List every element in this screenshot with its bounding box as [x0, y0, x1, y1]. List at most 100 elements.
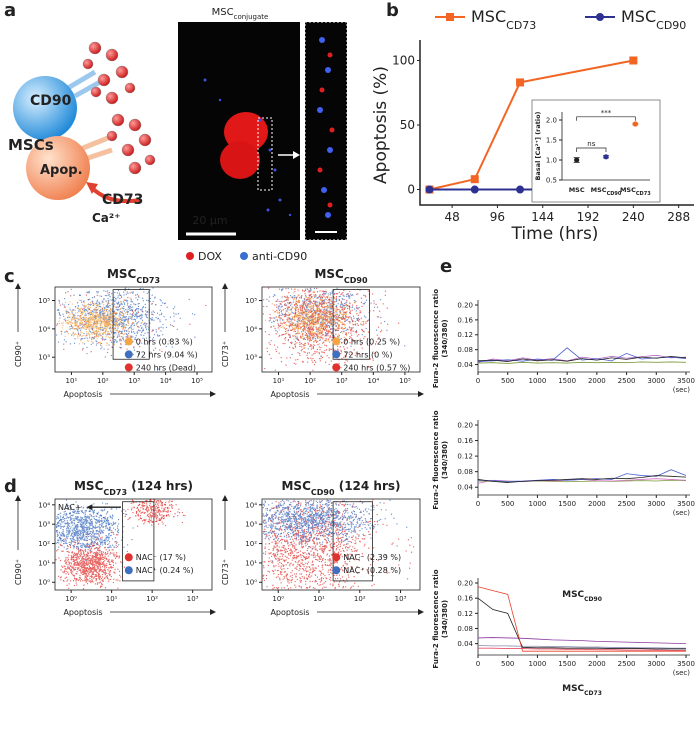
x-axis-label: (sec) [673, 509, 691, 517]
x-tick-label: 96 [490, 210, 505, 224]
point [632, 121, 638, 127]
y-tick-label: 0.16 [457, 437, 473, 445]
image-legend: anti-CD90 [252, 250, 307, 263]
legend-marker [596, 13, 604, 21]
legend-label-part: MSC [471, 7, 506, 26]
series-line [477, 586, 686, 652]
plot-title-part: MSC [107, 267, 137, 281]
x-tick-label: 1000 [529, 500, 547, 508]
y-tick-label: 0.20 [457, 421, 473, 429]
cell-label: Apop. [40, 163, 83, 178]
y-axis-label: Basal [Ca²⁺] (ratio) [534, 111, 542, 180]
y-tick-label: 10⁵ [245, 297, 257, 305]
y-axis-label: Fura-2 fluorescence ratio [432, 289, 440, 388]
cell-label: CD90 [30, 93, 72, 109]
plot-title: MSCCD90 [562, 590, 602, 603]
plot-title: MSCCD90 (124 hrs) [281, 479, 400, 497]
y-axis-label: (340/380) [441, 441, 449, 479]
micrograph: MSCconjugate 20 μm DOX anti-CD90 [178, 7, 348, 263]
plot-title-part: MSC [281, 479, 311, 493]
y-tick-label: 0.16 [457, 595, 473, 603]
y-tick-label: 10⁰ [38, 579, 50, 587]
x-axis-arrowhead [210, 609, 216, 615]
series-line [477, 347, 687, 362]
x-tick-label: 10⁵ [191, 377, 203, 385]
y-tick-label: 10³ [245, 521, 257, 529]
y-tick-label: 10² [38, 540, 50, 548]
legend-marker [124, 363, 133, 372]
plot-title-part: CD73 [103, 488, 127, 497]
y-tick-label: 0.08 [457, 346, 473, 354]
legend-label: NAC⁺ (0.24 %) [136, 566, 194, 575]
plot-frame [261, 286, 421, 373]
cell-label: MSCs [8, 136, 54, 154]
event-cloud [262, 499, 412, 562]
event-cloud [55, 531, 126, 590]
point [470, 185, 479, 194]
axis-line [477, 420, 690, 496]
image-title-sub: conjugate [234, 13, 269, 21]
y-tick-label: 10¹ [38, 559, 50, 567]
series-line [429, 59, 634, 191]
x-tick-label: 2500 [618, 377, 636, 385]
legend-label: 240 hrs (0.57 %) [343, 363, 410, 372]
event-cloud [262, 499, 415, 590]
x-tick-label: 10² [354, 595, 366, 603]
legend-label: MSCCD73 [471, 7, 536, 32]
event-cloud [58, 297, 149, 346]
y-axis-arrowhead [15, 495, 21, 501]
x-tick-label: 10² [304, 377, 316, 385]
y-axis-label: (340/380) [441, 319, 449, 357]
legend-label-part: CD90 [656, 19, 686, 32]
y-tick-label: 10³ [38, 354, 50, 362]
axis-line [419, 40, 694, 206]
x-tick-label: 0 [476, 660, 480, 668]
plot-title-part: MSC [562, 590, 584, 600]
legend-marker [332, 553, 341, 562]
gate [122, 501, 155, 582]
x-tick-label: 10⁴ [367, 377, 379, 385]
gate-outline [136, 499, 169, 523]
series-line [477, 355, 687, 362]
cell-label: Ca²⁺ [92, 211, 121, 225]
legend-label: NAC⁻ (17 %) [136, 553, 186, 562]
plot-frame [54, 286, 213, 373]
y-tick-label: 0.20 [457, 301, 473, 309]
category-label-part: MSC [620, 186, 636, 194]
x-tick-label: 1500 [558, 500, 576, 508]
y-tick-label: 10³ [245, 354, 257, 362]
x-axis-arrowhead [210, 391, 216, 397]
plot-title-part: CD90 [584, 596, 602, 603]
plot-title-part: (124 hrs) [127, 479, 193, 493]
x-tick-label: 10⁴ [160, 377, 172, 385]
y-tick-label: 10² [245, 540, 257, 548]
x-axis-label: Apoptosis [63, 608, 102, 617]
category-label-part: MSC [591, 186, 607, 194]
plot-title-part: CD73 [136, 276, 160, 285]
legend-label: 0 hrs (0.25 %) [343, 337, 400, 346]
image-title: MSCconjugate [212, 7, 269, 21]
x-tick-label: 2000 [588, 500, 606, 508]
x-tick-label: 10³ [187, 595, 199, 603]
x-tick-label: 2500 [618, 660, 636, 668]
x-tick-label: 10³ [128, 377, 140, 385]
y-tick-label: 0.20 [457, 579, 473, 587]
y-axis-label: Fura-2 fluorescence ratio [432, 410, 440, 509]
category-label-part: CD73 [636, 191, 651, 197]
image-legend: DOX [198, 250, 222, 263]
point [516, 185, 525, 194]
point [470, 175, 479, 184]
y-axis-label: CD73⁺ [221, 341, 230, 367]
y-tick-label: 1.5 [546, 136, 557, 144]
panel-label: a [4, 0, 16, 21]
gate [112, 289, 150, 360]
category-label: MSC [569, 186, 585, 194]
y-tick-label: 10⁴ [245, 501, 257, 509]
event-cloud [121, 499, 186, 527]
x-tick-label: 144 [531, 210, 554, 224]
point [603, 154, 609, 160]
x-tick-label: 192 [577, 210, 600, 224]
x-tick-label: 3500 [677, 377, 695, 385]
y-tick-label: 0.16 [457, 316, 473, 324]
x-tick-label: 10¹ [313, 595, 325, 603]
